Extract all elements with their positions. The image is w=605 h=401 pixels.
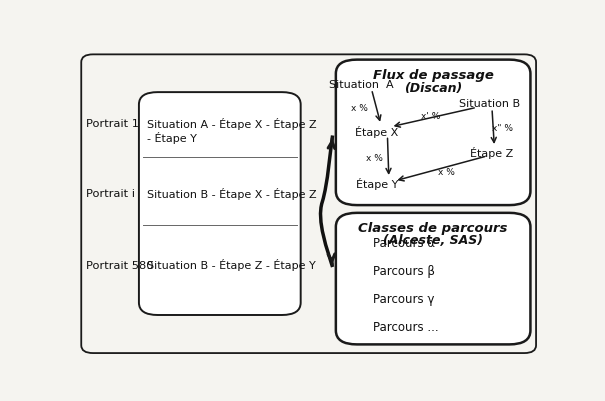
FancyBboxPatch shape bbox=[336, 61, 531, 206]
Text: Parcours β: Parcours β bbox=[373, 265, 436, 277]
Text: Situation B - Étape Z - Étape Y: Situation B - Étape Z - Étape Y bbox=[147, 258, 316, 270]
Text: (Alceste, SAS): (Alceste, SAS) bbox=[383, 233, 483, 246]
Text: Portrait 580: Portrait 580 bbox=[86, 261, 154, 271]
Text: Situation A - Étape X - Étape Z: Situation A - Étape X - Étape Z bbox=[147, 118, 316, 130]
Text: x %: x % bbox=[367, 153, 383, 162]
Text: x' %: x' % bbox=[421, 112, 440, 121]
Text: - Étape Y: - Étape Y bbox=[147, 132, 197, 144]
Text: x" %: x" % bbox=[492, 124, 513, 133]
Text: Parcours γ: Parcours γ bbox=[373, 292, 435, 305]
FancyBboxPatch shape bbox=[139, 93, 301, 315]
Text: Étape X: Étape X bbox=[356, 126, 399, 138]
Text: (Discan): (Discan) bbox=[404, 81, 462, 94]
Text: Flux de passage: Flux de passage bbox=[373, 69, 494, 82]
Text: Parcours ...: Parcours ... bbox=[373, 320, 439, 333]
Text: Parcours α: Parcours α bbox=[373, 236, 436, 249]
Text: Portrait 1: Portrait 1 bbox=[86, 119, 139, 129]
Text: Classes de parcours: Classes de parcours bbox=[358, 221, 508, 234]
FancyBboxPatch shape bbox=[81, 55, 536, 353]
Text: Situation  A: Situation A bbox=[329, 80, 394, 90]
Text: Étape Y: Étape Y bbox=[356, 178, 398, 190]
Text: Situation B - Étape X - Étape Z: Situation B - Étape X - Étape Z bbox=[147, 187, 316, 199]
Text: Situation B: Situation B bbox=[459, 99, 520, 109]
Text: Étape Z: Étape Z bbox=[470, 147, 514, 159]
Text: Portrait i: Portrait i bbox=[86, 188, 135, 198]
Text: x %: x % bbox=[437, 168, 454, 177]
Text: x %: x % bbox=[352, 104, 368, 113]
FancyBboxPatch shape bbox=[336, 213, 531, 344]
